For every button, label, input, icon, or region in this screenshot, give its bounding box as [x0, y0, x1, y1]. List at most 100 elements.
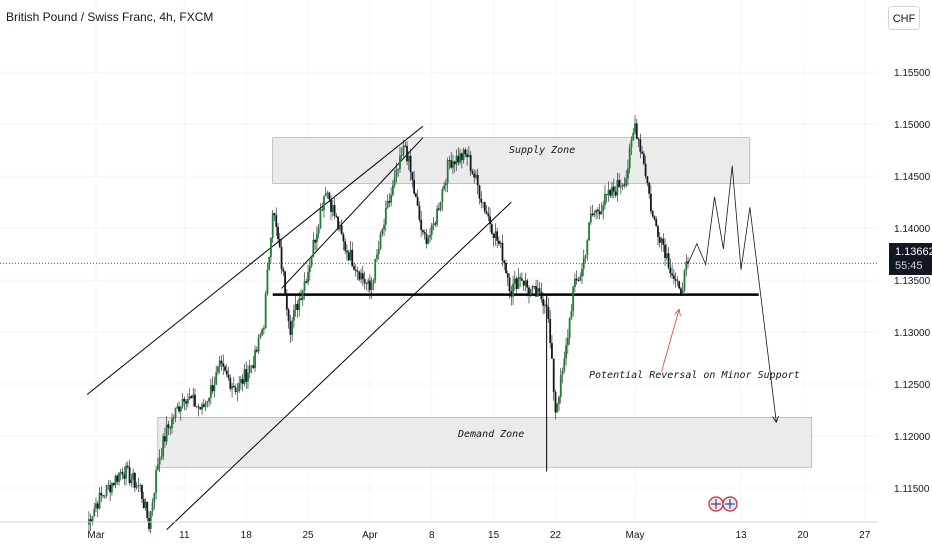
candle-up: [446, 160, 449, 184]
candle-up: [430, 225, 433, 235]
candle-down: [234, 387, 237, 392]
candle-up: [248, 365, 251, 373]
candle-down: [466, 154, 469, 158]
candle-down: [492, 233, 495, 239]
candle-up: [111, 483, 113, 493]
candle-down: [434, 223, 437, 225]
candle-down: [651, 211, 654, 217]
candle-down: [252, 365, 255, 369]
candle-up: [240, 379, 242, 384]
candle-down: [232, 385, 235, 388]
candle-up: [381, 229, 384, 234]
candle-up: [266, 269, 269, 294]
candle-up: [179, 406, 182, 412]
candle-down: [650, 193, 652, 212]
candle-down: [109, 484, 112, 493]
candle-down: [273, 213, 276, 216]
candle-up: [98, 492, 101, 509]
candle-up: [607, 189, 610, 195]
candle-down: [225, 370, 228, 375]
reversal-arrow-head-a: [678, 309, 681, 317]
candle-down: [464, 149, 467, 155]
candle-up: [455, 155, 458, 165]
candle-down: [121, 471, 124, 475]
candle-down: [471, 171, 474, 174]
candle-up: [395, 169, 398, 178]
candle-up: [570, 311, 573, 319]
candle-up: [556, 403, 559, 413]
candle-up: [611, 186, 613, 196]
candle-up: [429, 234, 431, 238]
candle-down: [346, 250, 348, 253]
candle-up: [589, 213, 592, 223]
candle-down: [100, 492, 103, 496]
candle-down: [277, 226, 279, 239]
candle-up: [579, 276, 582, 281]
candle-down: [358, 271, 361, 280]
candle-down: [637, 138, 640, 140]
candle-up: [402, 145, 405, 156]
lower-channel-line: [166, 201, 512, 530]
candle-down: [612, 186, 615, 192]
candle-down: [227, 374, 230, 378]
candle-down: [655, 219, 658, 227]
candle-up: [137, 485, 140, 487]
candle-up: [566, 337, 569, 346]
candle-up: [383, 224, 385, 230]
candle-down: [609, 189, 612, 196]
y-tick-label-5: 1.13000: [894, 328, 931, 339]
candle-up: [452, 161, 454, 168]
candle-up: [374, 258, 377, 281]
candle-down: [255, 349, 258, 352]
candle-up: [602, 205, 605, 212]
candle-up: [153, 492, 156, 503]
demand-zone: [157, 417, 813, 468]
candle-up: [376, 254, 378, 259]
candle-up: [303, 281, 306, 291]
candle-down: [164, 436, 166, 442]
candle-down: [342, 234, 345, 242]
candle-up: [338, 225, 341, 230]
candle-up: [268, 256, 271, 270]
candle-up: [176, 406, 179, 409]
candle-up: [524, 280, 527, 286]
brand-logo-icon: [708, 496, 738, 512]
candle-down: [653, 216, 656, 220]
candle-down: [245, 369, 248, 382]
candle-up: [372, 280, 375, 284]
candle-up: [427, 237, 430, 244]
projection-arrow-head-b: [775, 415, 780, 423]
candle-up: [588, 222, 590, 241]
candle-up: [188, 396, 191, 400]
axes: 1.15500 1.15000 1.14500 1.14000 1.13500 1.130…: [0, 68, 931, 541]
last-price: 1.13662: [895, 246, 932, 258]
candle-up: [390, 194, 393, 203]
candle-up: [107, 484, 110, 486]
candle-up: [628, 147, 631, 169]
candle-down: [296, 304, 299, 310]
candle-up: [604, 194, 606, 206]
candle-up: [323, 196, 325, 211]
candle-up: [543, 304, 546, 306]
candle-down: [520, 278, 523, 281]
candle-up: [247, 372, 249, 382]
candle-up: [135, 485, 138, 488]
candle-down: [211, 385, 214, 392]
candle-up: [156, 464, 159, 470]
candle-up: [349, 249, 352, 261]
x-tick-label-0: Mar: [87, 530, 105, 541]
candle-up: [209, 385, 212, 398]
candle-up: [218, 360, 221, 367]
candle-down: [241, 379, 244, 384]
candle-down: [354, 269, 357, 271]
reversal-arrow-head-b: [674, 308, 680, 315]
candle-up: [301, 290, 304, 301]
candle-up: [584, 255, 587, 259]
candle-up: [118, 472, 120, 482]
candle-up: [568, 318, 571, 338]
candle-up: [195, 406, 198, 408]
upper-channel-line: [86, 125, 424, 395]
currency-button[interactable]: CHF: [888, 6, 920, 30]
candle-down: [287, 309, 290, 322]
